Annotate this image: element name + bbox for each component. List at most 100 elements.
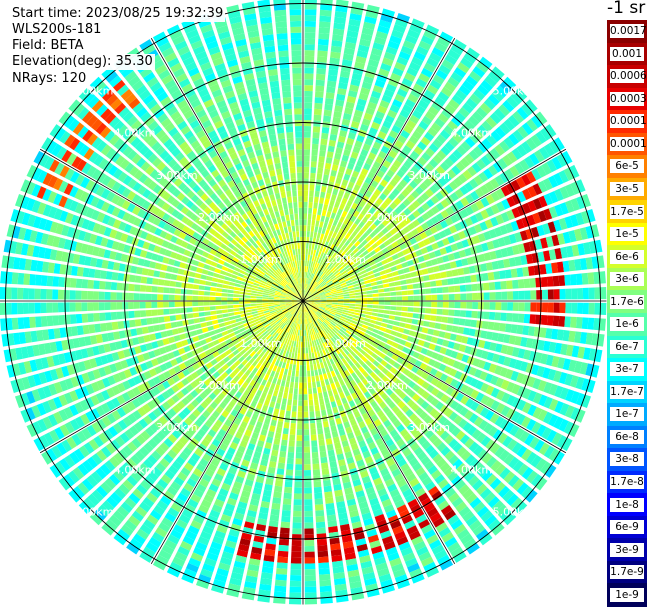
- ppi-gate-cell: [480, 394, 490, 405]
- ppi-gate-cell: [380, 448, 390, 457]
- ppi-gate-cell: [356, 352, 364, 359]
- ppi-gate-cell: [140, 430, 151, 441]
- ppi-gate-cell: [303, 452, 311, 459]
- ppi-gate-cell: [312, 249, 317, 256]
- ppi-gate-cell: [304, 592, 317, 599]
- ppi-gate-cell: [535, 477, 548, 491]
- ppi-gate-cell: [289, 592, 302, 599]
- ppi-gate-cell: [514, 336, 522, 346]
- ppi-gate-cell: [226, 360, 234, 367]
- ppi-gate-cell: [259, 351, 265, 358]
- ppi-gate-cell: [307, 304, 313, 309]
- ppi-gate-cell: [228, 529, 240, 538]
- ppi-gate-cell: [412, 219, 420, 228]
- ppi-gate-cell: [495, 291, 502, 300]
- ppi-gate-cell: [255, 362, 262, 370]
- ppi-gate-cell: [324, 162, 332, 170]
- ppi-gate-cell: [323, 234, 328, 241]
- ppi-gate-cell: [447, 541, 461, 553]
- ppi-gate-cell: [568, 359, 577, 372]
- ppi-gate-cell: [148, 536, 162, 548]
- ppi-gate-cell: [338, 82, 348, 90]
- ppi-gate-cell: [362, 21, 376, 30]
- ppi-gate-cell: [523, 241, 532, 253]
- ppi-gate-cell: [546, 276, 554, 287]
- ppi-gate-cell: [304, 26, 316, 33]
- ppi-gate-cell: [360, 445, 369, 454]
- ppi-gate-cell: [428, 143, 439, 153]
- ppi-gate-cell: [224, 276, 231, 281]
- ppi-gate-cell: [221, 410, 230, 418]
- ppi-gate-cell: [248, 372, 255, 379]
- ppi-gate-cell: [335, 0, 349, 7]
- ppi-gate-cell: [428, 235, 436, 244]
- ppi-gate-cell: [521, 486, 534, 499]
- ppi-gate-cell: [140, 318, 148, 326]
- ppi-gate-cell: [117, 466, 129, 478]
- ppi-gate-cell: [296, 429, 303, 436]
- ppi-gate-cell: [57, 302, 64, 313]
- ppi-gate-cell: [358, 330, 366, 336]
- ppi-gate-cell: [429, 52, 442, 63]
- ppi-gate-cell: [522, 402, 532, 414]
- ppi-gate-cell: [280, 521, 291, 529]
- ppi-gate-cell: [170, 529, 183, 540]
- ppi-gate-cell: [368, 127, 378, 136]
- ppi-gate-cell: [456, 462, 468, 474]
- ppi-gate-cell: [500, 405, 511, 417]
- ppi-gate-cell: [516, 482, 529, 495]
- ppi-gate-cell: [452, 442, 463, 453]
- ppi-gate-cell: [347, 413, 355, 421]
- ppi-gate-cell: [370, 447, 379, 456]
- ppi-gate-cell: [306, 329, 309, 336]
- ppi-gate-cell: [358, 501, 369, 510]
- ppi-gate-cell: [343, 275, 350, 280]
- ppi-gate-cell: [392, 159, 402, 169]
- ppi-gate-cell: [415, 270, 423, 277]
- ppi-gate-cell: [423, 502, 436, 513]
- ppi-gate-cell: [117, 449, 129, 461]
- ppi-gate-cell: [363, 75, 374, 85]
- ppi-gate-cell: [241, 490, 251, 498]
- ppi-gate-cell: [379, 467, 390, 477]
- ppi-gate-cell: [315, 339, 320, 346]
- ppi-gate-cell: [441, 531, 455, 543]
- ppi-gate-cell: [152, 434, 162, 445]
- ppi-gate-cell: [315, 79, 325, 87]
- ppi-gate-cell: [167, 377, 176, 386]
- ppi-gate-cell: [261, 495, 271, 503]
- ppi-gate-cell: [273, 302, 280, 304]
- ppi-gate-cell: [294, 376, 299, 383]
- ppi-gate-cell: [360, 426, 369, 434]
- ppi-gate-cell: [232, 456, 242, 465]
- ppi-gate-cell: [143, 442, 154, 453]
- ppi-gate-cell: [389, 201, 398, 210]
- ppi-gate-cell: [128, 283, 135, 292]
- ppi-gate-cell: [323, 485, 332, 493]
- ppi-gate-cell: [288, 440, 295, 447]
- ppi-gate-cell: [329, 419, 336, 427]
- ppi-gate-cell: [373, 375, 381, 383]
- ppi-gate-cell: [453, 277, 460, 285]
- ppi-gate-cell: [335, 595, 349, 603]
- ppi-gate-cell: [245, 410, 253, 418]
- ppi-gate-cell: [321, 180, 328, 187]
- ppi-gate-cell: [333, 110, 342, 119]
- ppi-gate-cell: [274, 585, 287, 593]
- ppi-gate-cell: [291, 551, 302, 558]
- ppi-gate-cell: [354, 376, 361, 384]
- ppi-gate-cell: [448, 153, 459, 164]
- ppi-gate-cell: [412, 130, 423, 140]
- ppi-gate-cell: [362, 143, 371, 152]
- ppi-gate-cell: [308, 298, 315, 301]
- ppi-gate-cell: [195, 541, 208, 552]
- ppi-gate-cell: [335, 233, 341, 241]
- ppi-gate-cell: [431, 387, 440, 397]
- ppi-gate-cell: [487, 164, 498, 176]
- ppi-gate-cell: [564, 373, 574, 386]
- ppi-gate-cell: [261, 453, 270, 461]
- ppi-gate-cell: [460, 57, 474, 69]
- ppi-gate-cell: [304, 528, 314, 535]
- ppi-gate-cell: [464, 437, 475, 449]
- ppi-gate-cell: [153, 270, 161, 278]
